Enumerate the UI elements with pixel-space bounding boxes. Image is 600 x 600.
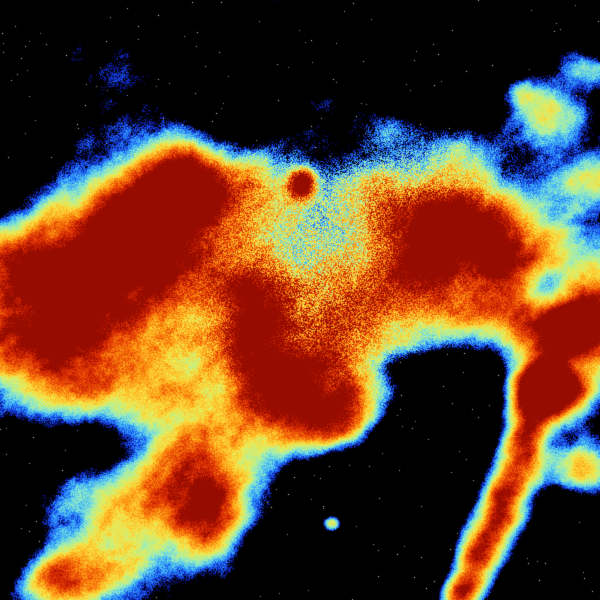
satellite-ir-view	[0, 0, 600, 600]
satellite-ir-canvas	[0, 0, 600, 600]
